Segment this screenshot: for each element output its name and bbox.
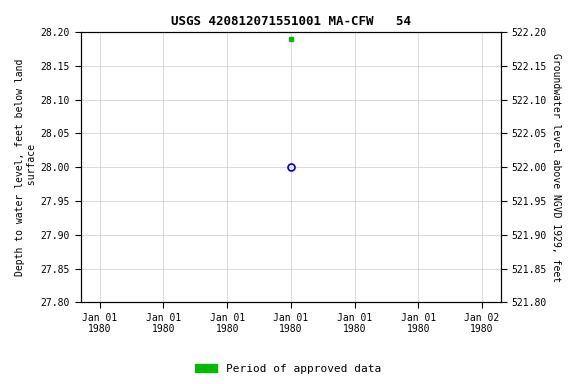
Y-axis label: Depth to water level, feet below land
 surface: Depth to water level, feet below land su… [15, 58, 37, 276]
Title: USGS 420812071551001 MA-CFW   54: USGS 420812071551001 MA-CFW 54 [171, 15, 411, 28]
Legend: Period of approved data: Period of approved data [191, 359, 385, 379]
Y-axis label: Groundwater level above NGVD 1929, feet: Groundwater level above NGVD 1929, feet [551, 53, 561, 282]
